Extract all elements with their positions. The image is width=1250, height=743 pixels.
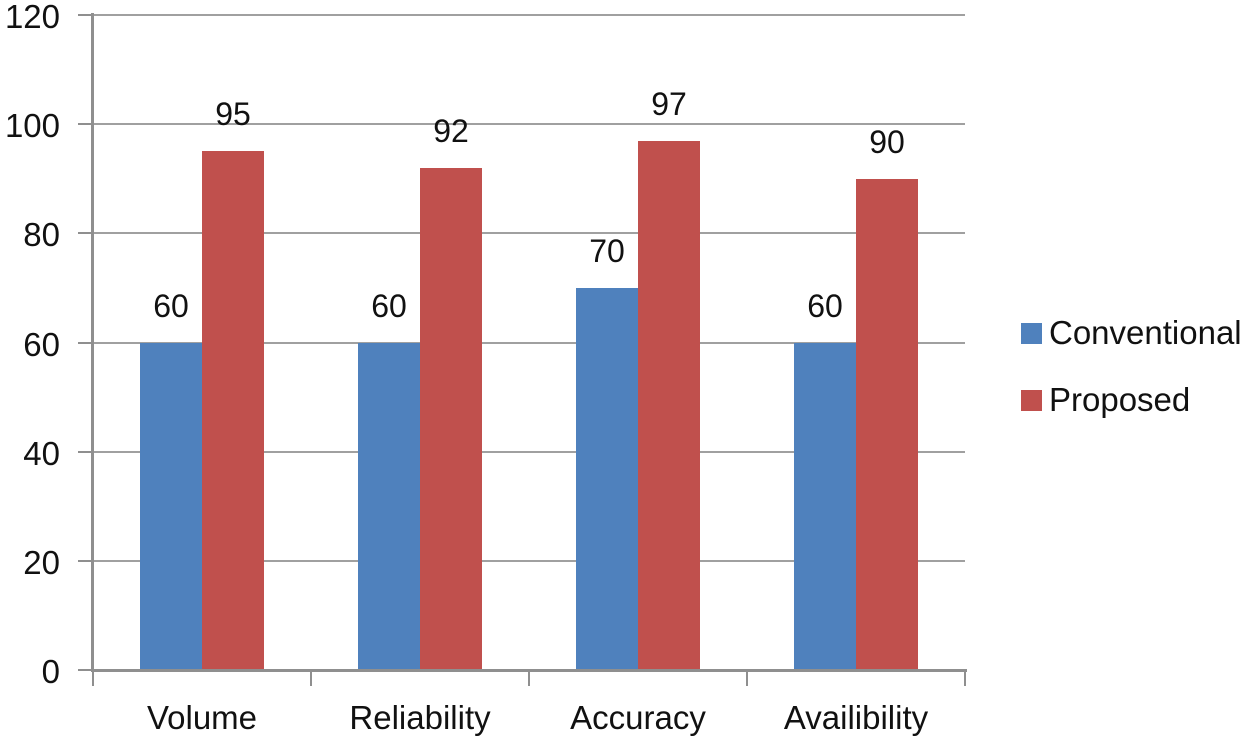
data-label-proposed-accuracy: 97 — [651, 85, 687, 122]
x-axis-tick-0 — [92, 671, 94, 686]
bar-proposed-availibility — [856, 178, 918, 670]
bar-conventional-availibility — [794, 342, 856, 670]
gridline-y-80 — [93, 232, 965, 235]
legend-swatch-proposed-icon — [1021, 389, 1042, 411]
gridline-y-60 — [93, 341, 965, 344]
y-axis-line — [91, 13, 94, 672]
y-axis-tick-40 — [78, 450, 93, 453]
y-axis-tick-20 — [78, 559, 93, 562]
data-label-conventional-accuracy: 70 — [589, 232, 625, 269]
data-label-proposed-volume: 95 — [215, 96, 251, 133]
legend-item-conventional: Conventional — [1021, 314, 1242, 351]
y-axis-tick-label-80: 80 — [23, 216, 60, 254]
y-axis-tick-label-100: 100 — [4, 107, 60, 145]
y-axis-tick-120 — [78, 14, 93, 16]
data-label-proposed-reliability: 92 — [433, 112, 469, 149]
data-label-conventional-reliability: 60 — [371, 287, 407, 324]
bar-conventional-volume — [140, 342, 202, 670]
bar-proposed-reliability — [420, 167, 482, 670]
gridline-y-20 — [93, 559, 965, 562]
x-axis-tick-1 — [310, 671, 312, 686]
y-axis-tick-80 — [78, 232, 93, 235]
y-axis-tick-label-0: 0 — [41, 653, 60, 690]
data-label-proposed-availibility: 90 — [869, 123, 905, 160]
y-axis-tick-label-40: 40 — [23, 434, 60, 472]
x-axis-line — [91, 669, 967, 672]
data-label-conventional-availibility: 60 — [807, 287, 843, 324]
y-axis-tick-label-120: 120 — [4, 0, 60, 35]
x-axis-label-volume: Volume — [146, 699, 258, 736]
legend-label-conventional: Conventional — [1049, 314, 1242, 351]
x-axis-label-accuracy: Accuracy — [570, 699, 706, 736]
x-axis-tick-2 — [528, 671, 530, 686]
gridline-y-40 — [93, 450, 965, 453]
bar-proposed-accuracy — [638, 140, 700, 670]
bar-proposed-volume — [202, 151, 264, 670]
y-axis-tick-label-60: 60 — [23, 325, 60, 363]
y-axis-tick-label-20: 20 — [23, 543, 60, 581]
y-axis-tick-60 — [78, 341, 93, 344]
y-axis-tick-100 — [78, 123, 93, 126]
x-axis-label-reliability: Reliability — [349, 699, 491, 736]
data-label-conventional-volume: 60 — [153, 287, 189, 324]
x-axis-tick-3 — [746, 671, 748, 686]
gridline-y-100 — [93, 123, 965, 126]
gridline-y-120 — [93, 14, 965, 16]
legend-item-proposed: Proposed — [1021, 381, 1191, 418]
bar-conventional-reliability — [358, 342, 420, 670]
y-axis-tick-0 — [78, 669, 93, 671]
x-axis-label-availibility: Availibility — [783, 699, 929, 736]
bar-conventional-accuracy — [576, 287, 638, 670]
legend-label-proposed: Proposed — [1049, 381, 1191, 418]
x-axis-tick-4 — [964, 671, 966, 686]
legend-swatch-conventional-icon — [1021, 322, 1042, 344]
